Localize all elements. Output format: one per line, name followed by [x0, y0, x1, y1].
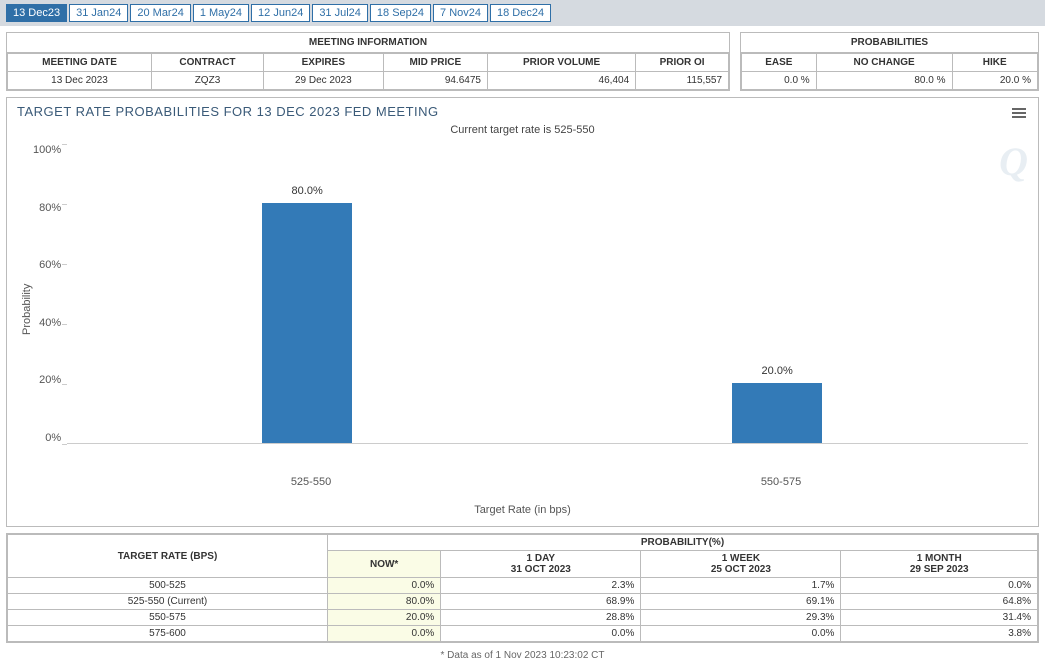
- hist-rate-cell: 550-575: [8, 610, 328, 626]
- col-nochange: NO CHANGE: [816, 54, 952, 72]
- hist-value-cell: 20.0%: [328, 610, 441, 626]
- bar-value-label: 80.0%: [292, 185, 323, 197]
- history-panel: TARGET RATE (BPS) PROBABILITY(%) NOW*1 D…: [6, 533, 1039, 643]
- table-row: 550-57520.0%28.8%29.3%31.4%: [8, 610, 1038, 626]
- bar-wrap: 20.0%: [732, 365, 822, 443]
- table-row: 500-5250.0%2.3%1.7%0.0%: [8, 578, 1038, 594]
- x-axis-label: Target Rate (in bps): [17, 504, 1028, 516]
- hist-value-cell: 28.8%: [441, 610, 641, 626]
- date-tab-bar: 13 Dec2331 Jan2420 Mar241 May2412 Jun243…: [0, 0, 1045, 26]
- val-expires: 29 Dec 2023: [263, 72, 383, 90]
- hist-rate-cell: 525-550 (Current): [8, 594, 328, 610]
- y-tick-label: 20%: [33, 374, 61, 386]
- date-tab[interactable]: 1 May24: [193, 4, 249, 22]
- hist-value-cell: 29.3%: [641, 610, 841, 626]
- col-expires: EXPIRES: [263, 54, 383, 72]
- val-nochange: 80.0 %: [816, 72, 952, 90]
- hist-value-cell: 68.9%: [441, 594, 641, 610]
- table-row: 525-550 (Current)80.0%68.9%69.1%64.8%: [8, 594, 1038, 610]
- hist-value-cell: 0.0%: [841, 578, 1038, 594]
- date-tab[interactable]: 18 Sep24: [370, 4, 431, 22]
- x-tick-label: 525-550: [266, 476, 356, 488]
- val-prior-oi: 115,557: [636, 72, 729, 90]
- history-table: TARGET RATE (BPS) PROBABILITY(%) NOW*1 D…: [7, 534, 1038, 642]
- val-prior-volume: 46,404: [487, 72, 635, 90]
- val-hike: 20.0 %: [952, 72, 1038, 90]
- meeting-info-header: MEETING INFORMATION: [7, 33, 729, 53]
- col-prior-oi: PRIOR OI: [636, 54, 729, 72]
- bar-wrap: 80.0%: [262, 185, 352, 443]
- hist-left-header: TARGET RATE (BPS): [8, 535, 328, 578]
- date-tab[interactable]: 12 Jun24: [251, 4, 310, 22]
- hist-value-cell: 2.3%: [441, 578, 641, 594]
- x-tick-label: 550-575: [736, 476, 826, 488]
- date-tab[interactable]: 7 Nov24: [433, 4, 488, 22]
- val-contract: ZQZ3: [152, 72, 264, 90]
- hist-right-header: PROBABILITY(%): [328, 535, 1038, 551]
- plot-area: 80.0% 20.0%: [67, 144, 1028, 444]
- hist-value-cell: 31.4%: [841, 610, 1038, 626]
- hist-sub-header: NOW*: [328, 551, 441, 578]
- y-tick-label: 60%: [33, 259, 61, 271]
- hist-sub-header: 1 DAY31 OCT 2023: [441, 551, 641, 578]
- date-tab[interactable]: 20 Mar24: [130, 4, 190, 22]
- date-tab[interactable]: 13 Dec23: [6, 4, 67, 22]
- meeting-info-panel: MEETING INFORMATION MEETING DATE CONTRAC…: [6, 32, 730, 91]
- hist-rate-cell: 500-525: [8, 578, 328, 594]
- col-contract: CONTRACT: [152, 54, 264, 72]
- x-tick-labels: 525-550 550-575: [71, 474, 1028, 490]
- info-row: MEETING INFORMATION MEETING DATE CONTRAC…: [0, 26, 1045, 97]
- y-tick-label: 0%: [33, 432, 61, 444]
- chart-panel: TARGET RATE PROBABILITIES FOR 13 DEC 202…: [6, 97, 1039, 527]
- bar[interactable]: [732, 383, 822, 443]
- bar[interactable]: [262, 203, 352, 443]
- probabilities-panel: PROBABILITIES EASE NO CHANGE HIKE 0.0 % …: [740, 32, 1039, 91]
- col-ease: EASE: [742, 54, 817, 72]
- col-mid-price: MID PRICE: [383, 54, 487, 72]
- col-hike: HIKE: [952, 54, 1038, 72]
- hist-sub-header: 1 WEEK25 OCT 2023: [641, 551, 841, 578]
- date-tab[interactable]: 31 Jul24: [312, 4, 368, 22]
- footnote: * Data as of 1 Nov 2023 10:23:02 CT: [0, 647, 1045, 666]
- val-meeting-date: 13 Dec 2023: [8, 72, 152, 90]
- y-ticks: 100% 80% 60% 40% 20% 0%: [33, 144, 67, 444]
- meeting-info-table: MEETING DATE CONTRACT EXPIRES MID PRICE …: [7, 53, 729, 90]
- y-tick-label: 40%: [33, 317, 61, 329]
- y-axis-label: Probability: [17, 144, 33, 474]
- col-meeting-date: MEETING DATE: [8, 54, 152, 72]
- bar-value-label: 20.0%: [762, 365, 793, 377]
- col-prior-volume: PRIOR VOLUME: [487, 54, 635, 72]
- probabilities-table: EASE NO CHANGE HIKE 0.0 % 80.0 % 20.0 %: [741, 53, 1038, 90]
- chart-menu-icon[interactable]: [1010, 104, 1028, 122]
- hist-value-cell: 1.7%: [641, 578, 841, 594]
- chart-title: TARGET RATE PROBABILITIES FOR 13 DEC 202…: [17, 104, 439, 119]
- hist-sub-header: 1 MONTH29 SEP 2023: [841, 551, 1038, 578]
- y-tick-label: 100%: [33, 144, 61, 156]
- y-tick-label: 80%: [33, 202, 61, 214]
- date-tab[interactable]: 31 Jan24: [69, 4, 128, 22]
- chart-subtitle: Current target rate is 525-550: [17, 124, 1028, 136]
- probabilities-header: PROBABILITIES: [741, 33, 1038, 53]
- val-mid-price: 94.6475: [383, 72, 487, 90]
- hist-value-cell: 69.1%: [641, 594, 841, 610]
- hist-value-cell: 80.0%: [328, 594, 441, 610]
- val-ease: 0.0 %: [742, 72, 817, 90]
- hist-value-cell: 64.8%: [841, 594, 1038, 610]
- date-tab[interactable]: 18 Dec24: [490, 4, 551, 22]
- hist-value-cell: 0.0%: [328, 578, 441, 594]
